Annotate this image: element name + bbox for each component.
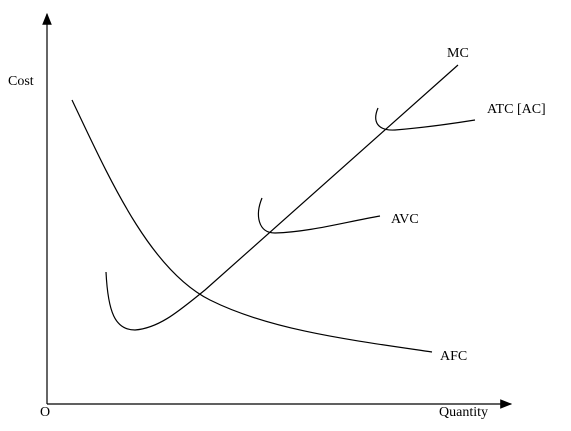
- curve-label: AVC: [391, 212, 419, 227]
- origin-label: O: [40, 405, 50, 420]
- afc-curve: [71, 99, 433, 353]
- mc-curve: [105, 64, 459, 331]
- y-axis-label: Cost: [8, 74, 34, 89]
- curve-label: MC: [447, 46, 469, 61]
- curve-label: AFC: [440, 349, 467, 364]
- avc-curve: [257, 197, 381, 234]
- x-axis-label: Quantity: [439, 405, 488, 420]
- curve-label: ATC [AC]: [487, 102, 546, 117]
- atc-curve: [375, 107, 476, 131]
